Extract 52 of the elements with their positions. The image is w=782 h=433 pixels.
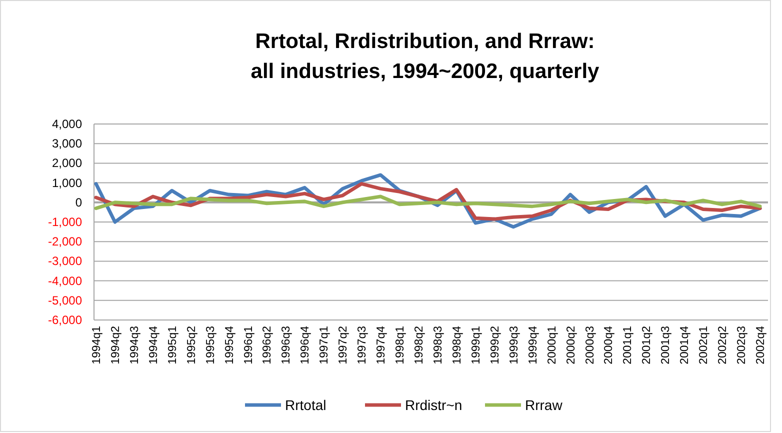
x-tick-label: 1996q2 xyxy=(262,326,274,364)
x-tick-label: 1996q1 xyxy=(242,326,255,364)
x-tick-label: 2001q2 xyxy=(641,326,654,364)
x-tick-label: 1995q1 xyxy=(166,326,179,364)
x-tick-label: 1997q3 xyxy=(356,326,369,364)
x-tick-label: 1994q4 xyxy=(148,325,160,364)
x-tick-label: 2001q3 xyxy=(660,326,672,364)
x-tick-label: 1998q1 xyxy=(394,326,407,364)
x-tick-label: 1997q4 xyxy=(376,325,388,364)
y-tick-label: -3,000 xyxy=(48,254,82,268)
x-tick-label: 2000q3 xyxy=(584,326,596,364)
x-tick-label: 2001q4 xyxy=(679,325,692,364)
x-tick-label: 1999q2 xyxy=(489,326,502,364)
x-tick-label: 1998q2 xyxy=(414,326,426,364)
x-tick-label: 1994q3 xyxy=(128,326,141,364)
legend-label: Rrtotal xyxy=(285,397,326,413)
x-tick-label: 1996q3 xyxy=(280,326,293,364)
x-tick-label: 2000q2 xyxy=(565,326,578,364)
x-tick-label: 1997q2 xyxy=(338,326,350,364)
x-tick-label: 2000q1 xyxy=(546,326,558,364)
x-tick-label: 1994q2 xyxy=(110,326,122,364)
x-tick-label: 2001q1 xyxy=(622,326,634,364)
x-tick-label: 1998q4 xyxy=(451,325,464,364)
legend-label: Rrraw xyxy=(525,397,564,413)
x-tick-label: 1995q3 xyxy=(204,326,217,364)
y-tick-label: 2,000 xyxy=(52,156,82,170)
y-tick-label: -5,000 xyxy=(48,293,82,308)
y-tick-label: 0 xyxy=(75,195,82,210)
x-tick-label: 2002q3 xyxy=(736,326,748,364)
y-tick-label: 1,000 xyxy=(52,176,82,190)
y-tick-label: 3,000 xyxy=(52,136,82,151)
y-tick-label: -4,000 xyxy=(48,274,82,288)
x-tick-label: 1996q4 xyxy=(300,325,312,364)
x-tick-label: 1999q1 xyxy=(470,326,482,364)
x-tick-label: 1998q3 xyxy=(432,326,444,364)
x-tick-label: 1997q1 xyxy=(318,326,331,364)
x-tick-label: 1999q3 xyxy=(508,326,520,364)
x-tick-label: 1999q4 xyxy=(527,325,540,364)
x-tick-label: 2002q4 xyxy=(755,325,767,364)
x-tick-label: 2002q2 xyxy=(717,326,730,364)
x-tick-label: 1995q2 xyxy=(186,326,198,364)
y-tick-label: -2,000 xyxy=(48,234,82,249)
y-tick-label: 4,000 xyxy=(52,117,82,131)
y-tick-label: -1,000 xyxy=(48,215,82,229)
x-tick-label: 2000q4 xyxy=(603,325,616,364)
line-series xyxy=(94,194,762,210)
y-tick-label: -6,000 xyxy=(48,313,82,327)
legend-label: Rrdistr~n xyxy=(405,397,462,413)
x-tick-label: 2002q1 xyxy=(698,326,710,364)
chart-title: Rrtotal, Rrdistribution, and Rrraw: all industries, 1994~2002, quarterly xyxy=(250,30,600,83)
x-tick-label: 1995q4 xyxy=(224,325,236,364)
x-tick-label: 1994q1 xyxy=(91,326,103,364)
